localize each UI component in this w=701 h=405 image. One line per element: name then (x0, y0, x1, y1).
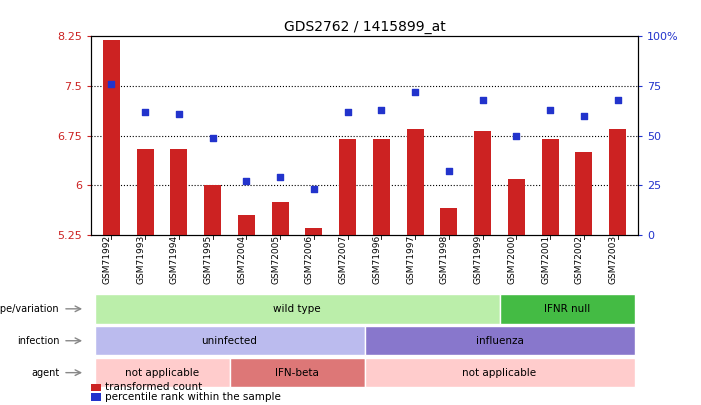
Point (477, 97, 489, 103)
Text: GSM72007: GSM72007 (339, 235, 348, 284)
Point (409, 89, 421, 95)
Bar (339, 139, 356, 235)
Text: GSM72001: GSM72001 (541, 235, 550, 284)
Bar (95, 358, 229, 387)
Text: genotype/variation: genotype/variation (0, 304, 60, 314)
Point (578, 113, 590, 119)
Title: GDS2762 / 1415899_at: GDS2762 / 1415899_at (284, 20, 445, 34)
Bar (229, 358, 365, 387)
Text: GSM71992: GSM71992 (102, 235, 111, 284)
Bar (365, 326, 634, 356)
Bar (542, 139, 559, 235)
Point (511, 132, 522, 139)
Bar (137, 149, 154, 235)
Bar (91, 393, 101, 401)
Bar (103, 40, 120, 235)
Text: infection: infection (17, 336, 60, 346)
Bar (407, 129, 423, 235)
Bar (508, 179, 525, 235)
Text: GSM71998: GSM71998 (440, 235, 449, 284)
Text: uninfected: uninfected (202, 336, 257, 346)
Point (173, 111, 184, 117)
Text: IFNR null: IFNR null (544, 304, 590, 314)
Bar (373, 139, 390, 235)
Bar (500, 294, 634, 324)
Text: GSM72002: GSM72002 (575, 235, 584, 284)
Bar (170, 149, 187, 235)
Text: GSM71999: GSM71999 (474, 235, 483, 284)
Bar (609, 129, 626, 235)
Bar (306, 228, 322, 235)
Text: transformed count: transformed count (104, 382, 202, 392)
Bar (474, 131, 491, 235)
Text: influenza: influenza (475, 336, 524, 346)
Point (342, 109, 353, 115)
Text: agent: agent (32, 368, 60, 377)
Point (612, 97, 623, 103)
Point (106, 81, 117, 87)
Point (376, 107, 387, 113)
Point (139, 109, 151, 115)
Point (443, 168, 454, 175)
Bar (91, 383, 101, 390)
Bar (440, 209, 457, 235)
Text: GSM71994: GSM71994 (170, 235, 179, 284)
Text: GSM72000: GSM72000 (508, 235, 517, 284)
Text: percentile rank within the sample: percentile rank within the sample (104, 392, 280, 402)
Bar (272, 202, 289, 235)
Bar (95, 294, 500, 324)
Text: GSM71993: GSM71993 (136, 235, 145, 284)
Text: GSM72005: GSM72005 (271, 235, 280, 284)
Point (545, 107, 556, 113)
Text: IFN-beta: IFN-beta (275, 368, 319, 377)
Point (275, 174, 286, 181)
Text: GSM72003: GSM72003 (608, 235, 618, 284)
Bar (365, 358, 634, 387)
Point (240, 178, 252, 185)
Point (207, 134, 218, 141)
Text: not applicable: not applicable (463, 368, 536, 377)
Text: GSM71997: GSM71997 (406, 235, 415, 284)
Text: GSM71995: GSM71995 (203, 235, 212, 284)
Text: GSM72006: GSM72006 (305, 235, 314, 284)
Bar (576, 152, 592, 235)
Bar (95, 326, 365, 356)
Bar (204, 185, 221, 235)
Text: not applicable: not applicable (125, 368, 199, 377)
Text: GSM71996: GSM71996 (372, 235, 381, 284)
Text: wild type: wild type (273, 304, 321, 314)
Point (308, 186, 320, 192)
Text: GSM72004: GSM72004 (238, 235, 246, 284)
Bar (238, 215, 255, 235)
